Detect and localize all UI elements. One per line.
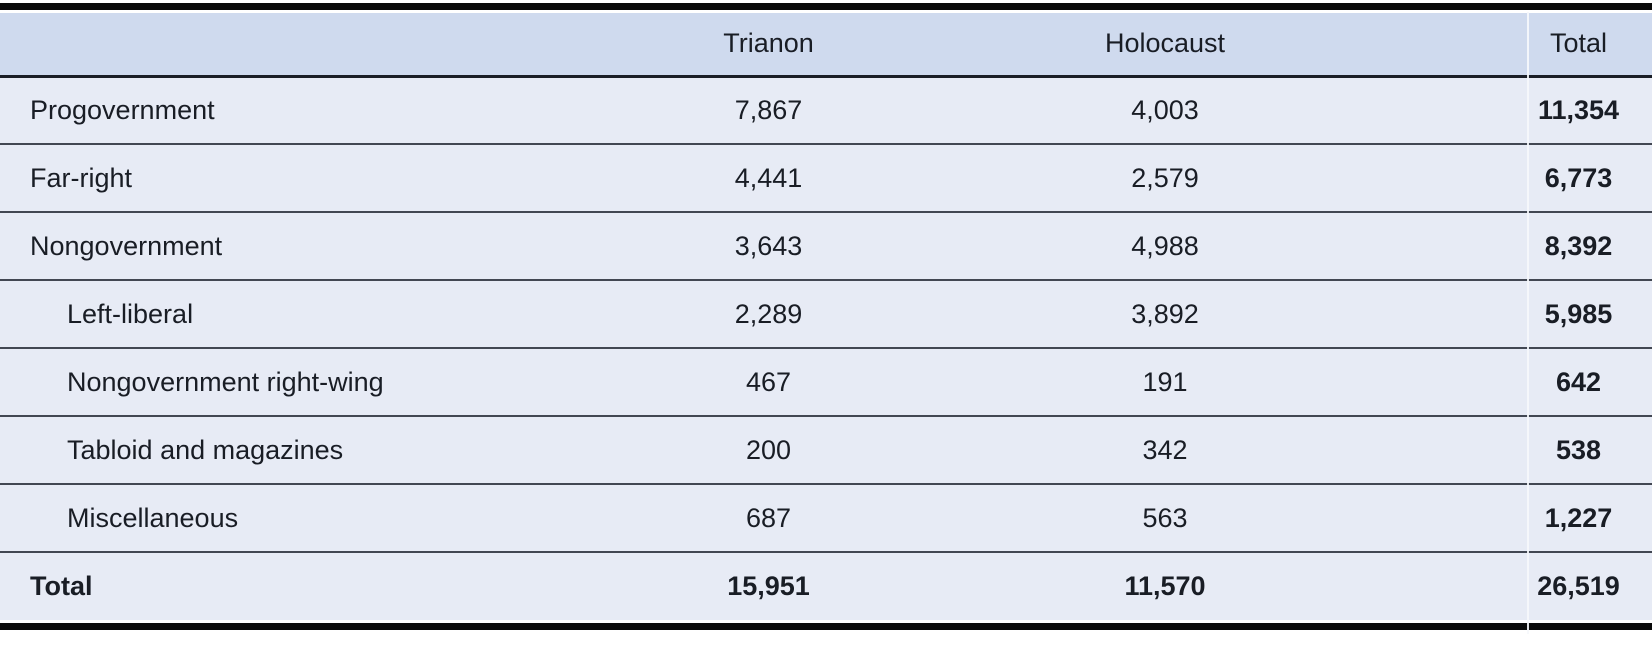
table-row-total: Total 15,951 11,570 26,519: [0, 552, 1652, 620]
table-row-miscellaneous: Miscellaneous 687 563 1,227: [0, 484, 1652, 553]
table-row-far-right: Far-right 4,441 2,579 6,773: [0, 144, 1652, 213]
table-row-left-liberal: Left-liberal 2,289 3,892 5,985: [0, 280, 1652, 349]
table-body: Progovernment 7,867 4,003 11,354 Far-rig…: [0, 76, 1652, 620]
row-label: Far-right: [0, 144, 562, 213]
holocaust-value: 11,570: [975, 552, 1355, 620]
holocaust-value: 4,988: [975, 212, 1355, 281]
holocaust-value: 191: [975, 348, 1355, 417]
holocaust-value: 563: [975, 484, 1355, 553]
total-value: 5,985: [1355, 280, 1652, 349]
trianon-value: 687: [562, 484, 975, 553]
trianon-value: 200: [562, 416, 975, 485]
row-label: Miscellaneous: [0, 484, 562, 553]
column-header-trianon: Trianon: [562, 13, 975, 78]
table-row-progovernment: Progovernment 7,867 4,003 11,354: [0, 76, 1652, 145]
trianon-value: 2,289: [562, 280, 975, 349]
top-gap: [0, 10, 1652, 13]
holocaust-value: 2,579: [975, 144, 1355, 213]
total-value: 8,392: [1355, 212, 1652, 281]
total-value: 1,227: [1355, 484, 1652, 553]
total-value: 11,354: [1355, 76, 1652, 145]
total-value: 538: [1355, 416, 1652, 485]
row-label: Nongovernment right-wing: [0, 348, 562, 417]
table-bottom-rule: [0, 623, 1652, 630]
header-row: Trianon Holocaust Total: [0, 13, 1652, 78]
column-header-total: Total: [1355, 13, 1652, 78]
holocaust-value: 342: [975, 416, 1355, 485]
trianon-value: 15,951: [562, 552, 975, 620]
table-header: Trianon Holocaust Total: [0, 13, 1652, 78]
row-label: Nongovernment: [0, 212, 562, 281]
column-header-blank: [0, 13, 562, 78]
row-label: Total: [0, 552, 562, 620]
bottom-gap: [0, 620, 1652, 623]
table-row-nongovernment-right-wing: Nongovernment right-wing 467 191 642: [0, 348, 1652, 417]
trianon-value: 3,643: [562, 212, 975, 281]
media-coverage-table: Trianon Holocaust Total Progovernment 7,…: [0, 13, 1652, 620]
table-row-nongovernment: Nongovernment 3,643 4,988 8,392: [0, 212, 1652, 281]
trianon-value: 467: [562, 348, 975, 417]
table-top-rule: [0, 3, 1652, 10]
total-value: 6,773: [1355, 144, 1652, 213]
total-value: 642: [1355, 348, 1652, 417]
table-row-tabloid-and-magazines: Tabloid and magazines 200 342 538: [0, 416, 1652, 485]
trianon-value: 4,441: [562, 144, 975, 213]
trianon-value: 7,867: [562, 76, 975, 145]
holocaust-value: 4,003: [975, 76, 1355, 145]
row-label: Tabloid and magazines: [0, 416, 562, 485]
row-label: Left-liberal: [0, 280, 562, 349]
column-header-holocaust: Holocaust: [975, 13, 1355, 78]
row-label: Progovernment: [0, 76, 562, 145]
holocaust-value: 3,892: [975, 280, 1355, 349]
total-value: 26,519: [1355, 552, 1652, 620]
